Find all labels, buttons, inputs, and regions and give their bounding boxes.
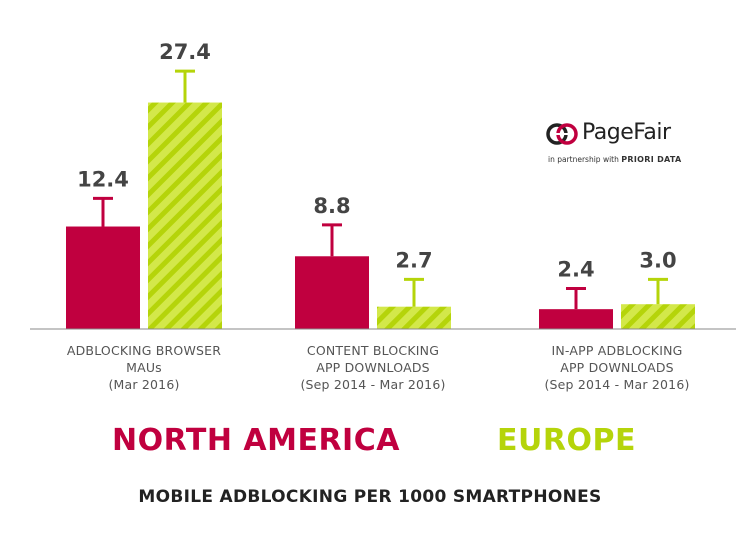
category-label-line: (Mar 2016) <box>108 377 180 392</box>
logo-partner-name: PRIORI DATA <box>621 155 682 164</box>
category-label: CONTENT BLOCKING APP DOWNLOADS (Sep 2014… <box>273 342 473 393</box>
bar-north-america <box>539 309 613 329</box>
category-label-line: CONTENT BLOCKING <box>306 343 440 358</box>
pagefair-logo-icon <box>546 123 578 145</box>
legend-north-america: NORTH AMERICA <box>112 423 400 458</box>
category-label-line: APP DOWNLOADS <box>560 360 674 375</box>
logo-wordmark: PageFair <box>582 120 671 145</box>
chart-title: MOBILE ADBLOCKING PER 1000 SMARTPHONES <box>138 487 602 507</box>
logo-partner-line: in partnership with PRIORI DATA <box>548 155 682 164</box>
data-label: 12.4 <box>77 167 129 191</box>
category-label-line: (Sep 2014 - Mar 2016) <box>300 377 446 392</box>
category-label-line: (Sep 2014 - Mar 2016) <box>544 377 690 392</box>
category-label-line: ADBLOCKING BROWSER <box>66 343 222 358</box>
category-label-line: MAUs <box>126 360 162 375</box>
legend-europe: EUROPE <box>497 423 636 458</box>
bar-north-america <box>295 256 369 329</box>
logo-partner-prefix: in partnership with <box>548 155 619 164</box>
data-label: 27.4 <box>159 40 211 64</box>
pagefair-logo: PageFair in partnership with PRIORI DATA <box>546 118 706 168</box>
bar-europe <box>621 304 695 329</box>
data-label: 8.8 <box>313 194 350 218</box>
data-label: 3.0 <box>639 248 676 272</box>
category-label: ADBLOCKING BROWSER MAUs (Mar 2016) <box>44 342 244 393</box>
category-label-line: IN-APP ADBLOCKING <box>551 343 683 358</box>
bar-north-america <box>66 226 140 329</box>
bar-europe <box>148 102 222 329</box>
category-label: IN-APP ADBLOCKING APP DOWNLOADS (Sep 201… <box>517 342 717 393</box>
data-label: 2.4 <box>557 258 594 282</box>
bar-europe <box>377 306 451 329</box>
category-label-line: APP DOWNLOADS <box>316 360 430 375</box>
data-label: 2.7 <box>395 248 432 272</box>
